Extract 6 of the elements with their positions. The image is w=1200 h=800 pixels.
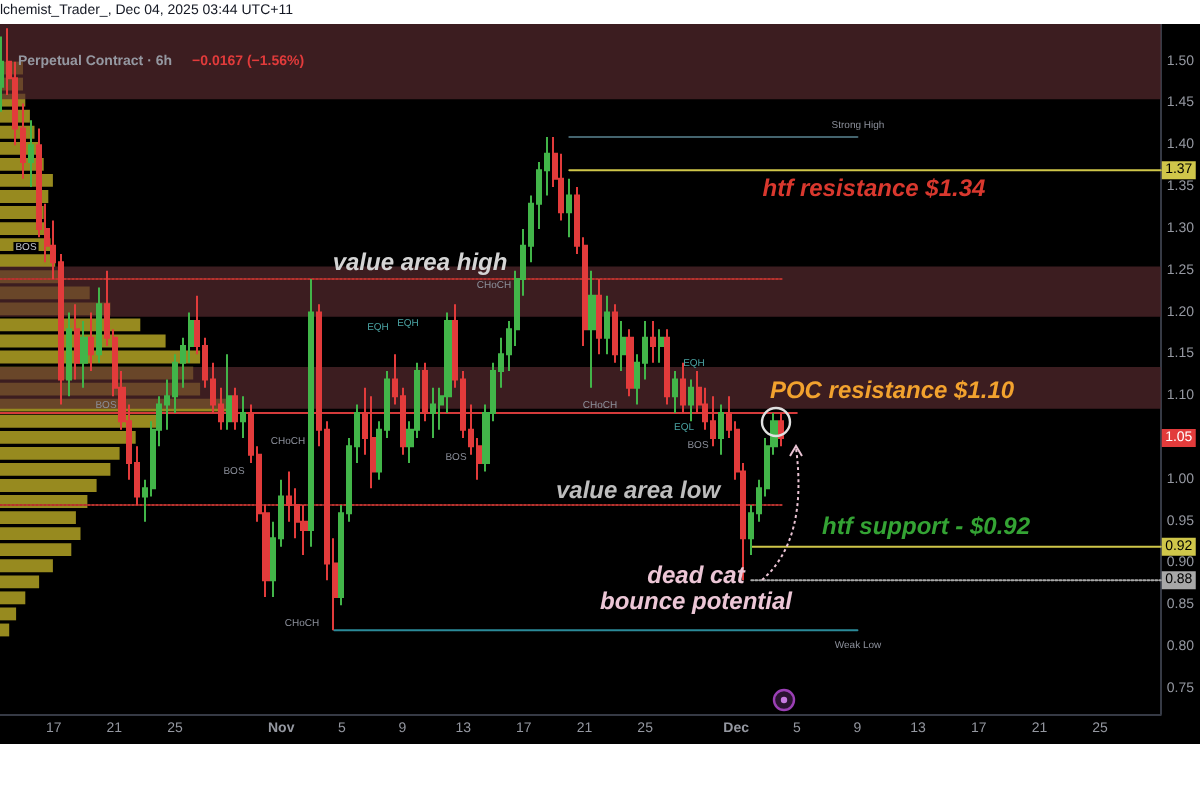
- annotation: dead cat bounce potential: [600, 561, 794, 615]
- annotation: POC resistance $1.10: [769, 376, 1015, 404]
- annotation: htf resistance $1.34: [762, 174, 987, 202]
- annotation: htf support - $0.92: [821, 512, 1031, 540]
- annotation: value area low: [555, 476, 722, 504]
- annotation: value area high: [332, 248, 508, 276]
